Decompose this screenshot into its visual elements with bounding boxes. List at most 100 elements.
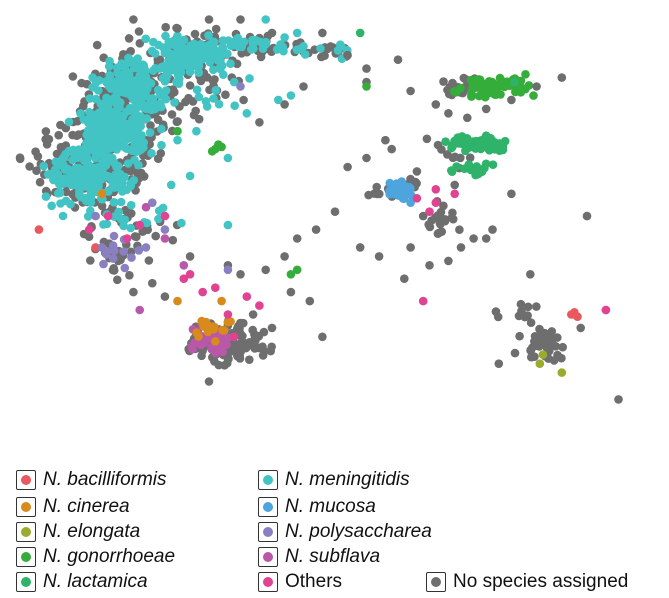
point-n-meningitidis bbox=[150, 104, 160, 114]
point-n-gonorrhoeae bbox=[173, 126, 182, 136]
point-n-lactamica bbox=[481, 131, 491, 140]
point-n-meningitidis bbox=[130, 87, 139, 96]
point-no-species-assigned bbox=[168, 85, 178, 94]
point-n-meningitidis bbox=[299, 42, 308, 51]
point-n-meningitidis bbox=[166, 180, 176, 190]
point-n-meningitidis bbox=[223, 220, 233, 230]
point-n-meningitidis bbox=[113, 161, 123, 171]
point-n-subflava bbox=[141, 202, 151, 212]
point-n-meningitidis bbox=[178, 58, 187, 68]
point-others bbox=[179, 274, 189, 284]
point-no-species-assigned bbox=[267, 342, 277, 352]
point-n-meningitidis bbox=[96, 143, 105, 152]
point-n-meningitidis bbox=[67, 180, 77, 190]
point-n-meningitidis bbox=[185, 67, 195, 76]
legend-item-n-gonorrhoeae: N. gonorrhoeae bbox=[16, 545, 175, 569]
point-n-meningitidis bbox=[149, 37, 158, 47]
point-n-meningitidis bbox=[261, 15, 271, 24]
point-no-species-assigned bbox=[558, 342, 567, 352]
point-no-species-assigned bbox=[532, 302, 541, 311]
point-n-lactamica bbox=[447, 166, 456, 175]
point-no-species-assigned bbox=[168, 235, 178, 245]
point-n-meningitidis bbox=[280, 33, 289, 42]
point-no-species-assigned bbox=[292, 234, 302, 243]
legend-swatch bbox=[258, 497, 278, 517]
point-n-lactamica bbox=[466, 137, 476, 147]
point-no-species-assigned bbox=[190, 29, 200, 39]
legend-dot-icon bbox=[21, 552, 31, 562]
legend-item-n-meningitidis: N. meningitidis bbox=[258, 468, 410, 492]
point-no-species-assigned bbox=[41, 127, 51, 136]
point-no-species-assigned bbox=[210, 75, 219, 84]
point-n-mucosa bbox=[406, 198, 415, 207]
point-n-polysaccharea bbox=[223, 265, 233, 275]
point-n-meningitidis bbox=[154, 214, 163, 224]
point-n-meningitidis bbox=[149, 66, 158, 75]
point-no-species-assigned bbox=[248, 310, 258, 319]
point-no-species-assigned bbox=[448, 208, 457, 218]
point-n-elongata bbox=[535, 359, 545, 369]
point-no-species-assigned bbox=[444, 109, 453, 118]
point-n-meningitidis bbox=[120, 73, 130, 82]
legend-swatch bbox=[258, 522, 278, 542]
point-n-meningitidis bbox=[108, 153, 117, 163]
point-no-species-assigned bbox=[381, 135, 390, 145]
point-no-species-assigned bbox=[72, 131, 82, 140]
point-no-species-assigned bbox=[173, 24, 182, 33]
point-n-meningitidis bbox=[116, 197, 126, 207]
point-n-meningitidis bbox=[157, 62, 166, 72]
legend-label: N. polysaccharea bbox=[285, 521, 432, 542]
point-no-species-assigned bbox=[412, 179, 421, 188]
point-n-meningitidis bbox=[117, 135, 126, 144]
point-n-meningitidis bbox=[134, 76, 144, 86]
point-others bbox=[135, 220, 144, 230]
point-no-species-assigned bbox=[68, 72, 78, 81]
point-no-species-assigned bbox=[311, 225, 321, 234]
point-others bbox=[198, 287, 207, 297]
point-n-meningitidis bbox=[51, 165, 60, 174]
point-n-meningitidis bbox=[91, 149, 100, 158]
point-n-meningitidis bbox=[141, 34, 150, 44]
point-n-meningitidis bbox=[150, 49, 160, 58]
point-n-gonorrhoeae bbox=[484, 77, 494, 86]
point-no-species-assigned bbox=[465, 153, 475, 162]
point-n-meningitidis bbox=[89, 169, 98, 179]
point-no-species-assigned bbox=[412, 167, 422, 176]
point-n-meningitidis bbox=[192, 126, 201, 136]
point-n-polysaccharea bbox=[141, 243, 151, 252]
point-n-lactamica bbox=[495, 146, 504, 155]
point-n-lactamica bbox=[488, 160, 498, 169]
point-n-mucosa bbox=[392, 179, 402, 188]
point-no-species-assigned bbox=[245, 355, 254, 365]
point-n-meningitidis bbox=[209, 94, 218, 103]
point-n-mucosa bbox=[404, 182, 414, 192]
point-n-meningitidis bbox=[223, 153, 233, 163]
point-no-species-assigned bbox=[260, 346, 269, 356]
point-n-gonorrhoeae bbox=[500, 82, 510, 92]
point-n-polysaccharea bbox=[102, 249, 111, 259]
point-n-gonorrhoeae bbox=[521, 70, 530, 79]
point-n-meningitidis bbox=[134, 117, 143, 127]
point-others bbox=[103, 211, 113, 221]
point-n-meningitidis bbox=[123, 159, 133, 168]
point-no-species-assigned bbox=[374, 252, 384, 261]
point-n-bacilliformis bbox=[91, 243, 100, 252]
point-n-meningitidis bbox=[177, 218, 186, 228]
point-no-species-assigned bbox=[172, 117, 182, 127]
point-no-species-assigned bbox=[523, 302, 533, 312]
point-no-species-assigned bbox=[232, 59, 242, 69]
point-n-meningitidis bbox=[217, 49, 227, 58]
point-n-cinerea bbox=[197, 316, 206, 326]
point-no-species-assigned bbox=[463, 113, 472, 123]
point-no-species-assigned bbox=[456, 243, 466, 252]
legend-label: N. gonorrhoeae bbox=[43, 546, 176, 567]
point-n-meningitidis bbox=[105, 129, 114, 139]
point-no-species-assigned bbox=[233, 322, 243, 332]
point-n-meningitidis bbox=[185, 171, 195, 181]
point-n-meningitidis bbox=[202, 102, 212, 111]
point-n-meningitidis bbox=[111, 98, 120, 107]
point-n-meningitidis bbox=[169, 65, 179, 75]
point-no-species-assigned bbox=[557, 353, 566, 363]
point-n-meningitidis bbox=[213, 56, 223, 65]
point-no-species-assigned bbox=[436, 207, 446, 217]
